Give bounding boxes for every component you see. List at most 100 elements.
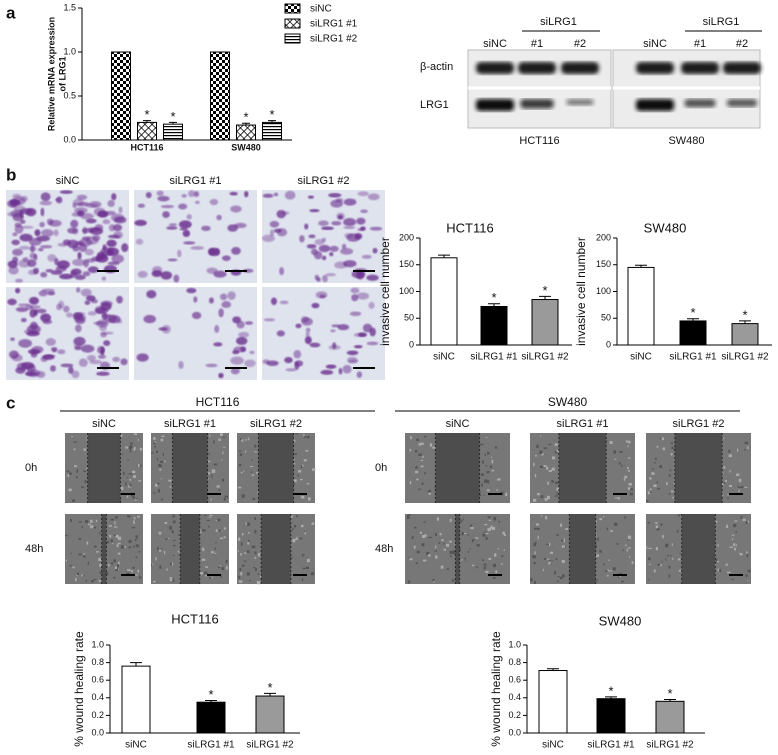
cell-speckle: [76, 573, 78, 577]
stained-cell: [73, 311, 86, 316]
cell-speckle: [81, 574, 83, 577]
cell-speckle: [114, 566, 118, 570]
cell-speckle: [98, 558, 102, 562]
cell-speckle: [220, 433, 223, 437]
cell-speckle: [446, 568, 449, 570]
stained-cell: [266, 360, 279, 367]
stained-cell: [262, 193, 274, 198]
cell-speckle: [211, 469, 216, 473]
stained-cell: [162, 211, 170, 219]
cell-speckle: [152, 563, 154, 567]
cell-speckle: [419, 531, 422, 535]
stained-cell: [177, 249, 182, 258]
cell-speckle: [450, 555, 452, 558]
cell-speckle: [435, 533, 437, 537]
stained-cell: [82, 226, 88, 235]
cell-speckle: [449, 550, 453, 555]
cell-speckle: [617, 497, 620, 500]
panel-label: c: [6, 393, 15, 412]
stained-cell: [95, 254, 109, 263]
stained-cell: [295, 323, 302, 329]
cell-speckle: [134, 539, 137, 542]
cell-speckle: [159, 549, 162, 552]
stained-cell: [26, 331, 40, 337]
cell-speckle: [157, 546, 159, 551]
wound-gap: [569, 514, 596, 584]
cell-speckle: [606, 527, 609, 531]
cell-speckle: [91, 580, 94, 583]
significance-mark: *: [269, 107, 274, 122]
cell-speckle: [494, 553, 497, 557]
cell-speckle: [420, 465, 424, 468]
y-tick-label: 0.0: [508, 727, 521, 737]
lane-label: siNC: [643, 38, 667, 50]
significance-mark: *: [267, 680, 272, 695]
stained-cell: [101, 276, 107, 281]
cell-speckle: [247, 550, 250, 553]
stained-cell: [98, 354, 106, 359]
cell-speckle: [208, 516, 212, 518]
cell-speckle: [134, 446, 136, 450]
cell-speckle: [73, 448, 76, 451]
cell-speckle: [173, 539, 176, 542]
stained-cell: [63, 305, 70, 313]
cell-speckle: [300, 464, 304, 468]
stained-cell: [39, 221, 45, 228]
cell-speckle: [114, 521, 116, 525]
cell-speckle: [83, 470, 87, 472]
stained-cell: [14, 222, 22, 228]
cell-speckle: [223, 536, 226, 539]
cell-speckle: [484, 479, 488, 483]
cell-speckle: [166, 568, 168, 571]
y-axis-label: invasive cell number: [378, 237, 392, 346]
stained-cell: [70, 270, 77, 278]
x-tick-label: HCT116: [130, 142, 163, 152]
cell-speckle: [727, 571, 731, 574]
cell-speckle: [132, 496, 135, 499]
stained-cell: [218, 372, 224, 379]
cell-speckle: [656, 481, 659, 484]
cell-speckle: [747, 569, 751, 573]
stained-cell: [100, 331, 114, 335]
cell-speckle: [95, 551, 99, 553]
cell-speckle: [161, 435, 165, 437]
y-tick-label: 0.0: [91, 727, 104, 737]
cell-speckle: [548, 469, 553, 472]
cell-speckle: [624, 475, 628, 479]
cell-speckle: [659, 564, 662, 567]
stained-cell: [29, 305, 41, 310]
error-bar: [143, 120, 151, 123]
cell-speckle: [435, 555, 438, 559]
cell-speckle: [744, 441, 749, 445]
cell-speckle: [496, 489, 499, 491]
stained-cell: [329, 245, 339, 252]
cell-speckle: [729, 469, 731, 473]
cell-speckle: [719, 568, 722, 572]
cell-speckle: [240, 472, 243, 474]
stained-cell: [178, 360, 184, 369]
cell-speckle: [540, 515, 543, 517]
cell-speckle: [153, 580, 156, 583]
row-label: LRG1: [420, 99, 449, 111]
y-axis-label: Relative mRNA expression: [46, 17, 56, 131]
panel-label: a: [6, 3, 16, 22]
bar: [210, 51, 230, 141]
stained-cell: [113, 216, 127, 224]
cell-speckle: [239, 568, 242, 571]
cell-speckle: [210, 498, 212, 501]
stained-cell: [205, 363, 218, 368]
cell-speckle: [416, 478, 419, 481]
cell-speckle: [497, 478, 501, 481]
stained-cell: [279, 300, 289, 305]
cell-speckle: [209, 514, 213, 516]
blot-band: [636, 62, 674, 74]
cell-speckle: [439, 533, 442, 536]
stained-cell: [270, 297, 278, 306]
cell-speckle: [242, 470, 245, 472]
cell-speckle: [65, 559, 67, 562]
stained-cell: [7, 298, 17, 306]
cell-speckle: [128, 546, 132, 549]
cell-speckle: [545, 515, 548, 520]
cell-speckle: [83, 448, 86, 451]
